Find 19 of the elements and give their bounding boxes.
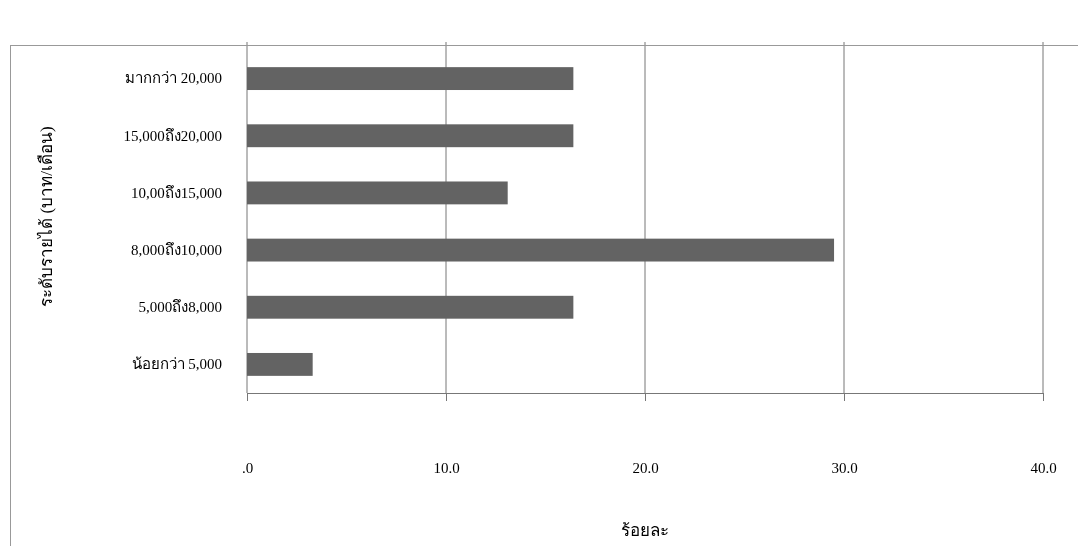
x-axis-title: ร้อยละ — [621, 521, 669, 540]
y-tick-label: มากกว่า 20,000 — [125, 70, 222, 87]
x-tick-label: .0 — [241, 460, 254, 476]
y-axis-title: ระดับรายได้ (บาท/เดือน) — [36, 126, 56, 307]
bar — [247, 67, 574, 91]
y-tick-label: 15,000ถึง20,000 — [123, 127, 222, 144]
x-tick-label: 20.0 — [632, 460, 659, 476]
y-tick-label: 5,000ถึง8,000 — [138, 299, 222, 316]
bar — [247, 238, 835, 262]
bar — [247, 352, 313, 376]
x-tick-label: 40.0 — [1030, 460, 1057, 476]
x-tick-label: 10.0 — [433, 460, 460, 476]
bar — [247, 181, 508, 205]
y-tick-label: 8,000ถึง10,000 — [131, 241, 222, 258]
bar — [247, 124, 574, 148]
y-tick-label: 10,00ถึง15,000 — [131, 184, 222, 201]
y-tick-label: น้อยกว่า 5,000 — [131, 356, 222, 373]
bar — [247, 295, 574, 319]
x-tick-label: 30.0 — [831, 460, 858, 476]
